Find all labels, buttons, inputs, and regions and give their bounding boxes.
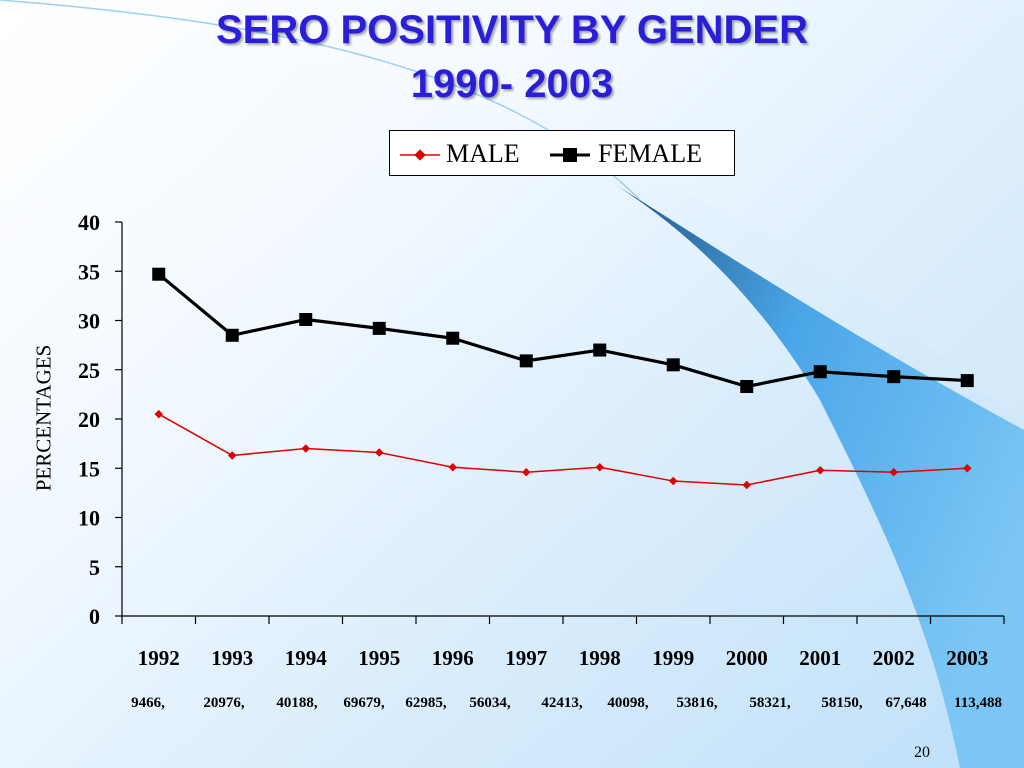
legend-male-label: MALE bbox=[446, 139, 520, 168]
chart-legend: MALE FEMALE bbox=[389, 130, 735, 176]
x-tick-label: 2002 bbox=[873, 646, 915, 670]
data-point-female bbox=[593, 343, 607, 357]
y-tick-label: 0 bbox=[89, 604, 100, 629]
data-point-male bbox=[595, 463, 604, 472]
data-point-male bbox=[448, 463, 457, 472]
legend-female-label: FEMALE bbox=[598, 139, 702, 168]
slide-subtitle: 1990- 2003 bbox=[410, 62, 614, 106]
y-tick-label: 25 bbox=[78, 358, 100, 383]
sample-count: 53816, bbox=[676, 695, 718, 711]
sample-count: 20976, bbox=[203, 695, 245, 711]
data-point-male bbox=[816, 465, 825, 475]
sample-count: 113,488 bbox=[954, 695, 1002, 711]
y-tick-label: 35 bbox=[78, 259, 100, 284]
data-point-male bbox=[154, 409, 163, 419]
data-point-female bbox=[225, 328, 239, 342]
sample-count: 62985, bbox=[405, 695, 447, 711]
series-line-male bbox=[158, 413, 968, 486]
legend-male-swatch bbox=[400, 149, 440, 161]
sample-count: 69679, bbox=[343, 695, 385, 711]
x-tick-label: 1995 bbox=[358, 646, 400, 670]
y-tick-label: 40 bbox=[78, 210, 100, 235]
x-tick-label: 1993 bbox=[211, 646, 253, 670]
x-tick-label: 1994 bbox=[285, 646, 328, 670]
x-tick-label: 1992 bbox=[138, 646, 180, 670]
sample-count: 9466, bbox=[131, 695, 165, 711]
sample-count: 56034, bbox=[469, 695, 511, 711]
y-tick-label: 30 bbox=[78, 309, 100, 334]
data-point-male bbox=[742, 480, 751, 490]
data-point-male bbox=[669, 476, 678, 486]
y-tick-label: 15 bbox=[78, 456, 100, 481]
x-tick-label: 1996 bbox=[432, 646, 474, 670]
data-point-male bbox=[963, 464, 972, 473]
data-point-female bbox=[813, 365, 827, 379]
data-point-male bbox=[228, 451, 237, 460]
x-tick-label: 2003 bbox=[946, 646, 988, 670]
x-tick-label: 1997 bbox=[505, 646, 547, 670]
data-point-male bbox=[889, 467, 898, 477]
data-point-male bbox=[522, 467, 531, 477]
sample-count: 67,648 bbox=[885, 695, 927, 711]
data-point-female bbox=[887, 370, 901, 384]
data-point-female bbox=[666, 358, 680, 372]
series-line-female bbox=[157, 272, 968, 389]
data-point-female bbox=[740, 379, 754, 393]
data-point-female bbox=[372, 321, 386, 335]
data-point-female bbox=[152, 267, 166, 281]
slide-number: 20 bbox=[914, 744, 930, 761]
x-tick-label: 2001 bbox=[799, 646, 841, 670]
data-point-female bbox=[519, 354, 533, 368]
x-tick-label: 1999 bbox=[652, 646, 694, 670]
sample-count: 40098, bbox=[607, 695, 649, 711]
sample-count: 40188, bbox=[276, 695, 318, 711]
background-wave bbox=[600, 175, 1024, 768]
data-point-female bbox=[960, 374, 974, 388]
y-tick-label: 20 bbox=[78, 407, 100, 432]
slide-title: SERO POSITIVITY BY GENDER bbox=[216, 8, 808, 52]
legend-female-swatch bbox=[550, 148, 590, 162]
x-tick-label: 1998 bbox=[579, 646, 621, 670]
sample-count: 58150, bbox=[821, 695, 863, 711]
sample-count: 58321, bbox=[749, 695, 791, 711]
data-point-female bbox=[446, 331, 460, 345]
x-tick-label: 2000 bbox=[726, 646, 768, 670]
data-point-male bbox=[375, 448, 384, 457]
data-point-male bbox=[301, 444, 310, 453]
y-tick-label: 10 bbox=[78, 506, 100, 531]
y-tick-label: 5 bbox=[89, 555, 100, 580]
data-point-female bbox=[299, 313, 313, 327]
sample-count: 42413, bbox=[541, 695, 583, 711]
